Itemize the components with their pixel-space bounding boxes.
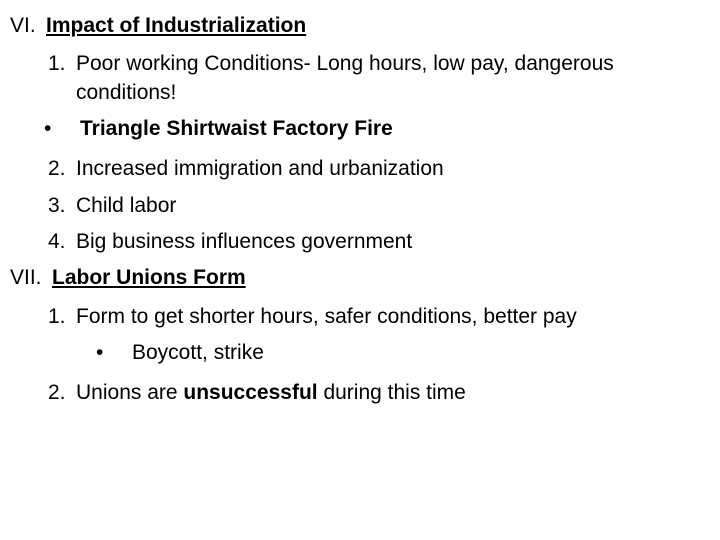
list-item: 1. Form to get shorter hours, safer cond… — [48, 303, 710, 331]
roman-numeral: VI. — [10, 12, 46, 40]
text-part-bold: unsuccessful — [183, 381, 317, 404]
section-title: Impact of Industrialization — [46, 12, 306, 40]
item-number: 1. — [48, 303, 76, 331]
bullet-dot-icon: • — [96, 339, 132, 367]
list-item: 2. Unions are unsuccessful during this t… — [48, 379, 710, 407]
list-item: 3. Child labor — [48, 192, 710, 220]
slide: VI. Impact of Industrialization 1. Poor … — [0, 0, 720, 540]
item-number: 4. — [48, 228, 76, 256]
sub-bullet-text: Boycott, strike — [132, 339, 264, 367]
section-heading: VI. Impact of Industrialization — [10, 12, 710, 40]
section-title: Labor Unions Form — [52, 264, 246, 292]
item-text: Big business influences government — [76, 228, 412, 256]
bullet-dot-icon: • — [44, 115, 80, 143]
item-number: 2. — [48, 379, 76, 407]
item-text: Unions are unsuccessful during this time — [76, 379, 466, 407]
item-number: 3. — [48, 192, 76, 220]
sub-bullet-text: Triangle Shirtwaist Factory Fire — [80, 115, 393, 143]
item-text: Child labor — [76, 192, 176, 220]
sub-bullet: • Triangle Shirtwaist Factory Fire — [44, 115, 710, 143]
roman-numeral: VII. — [10, 264, 52, 292]
text-part: Unions are — [76, 381, 183, 404]
item-text: Form to get shorter hours, safer conditi… — [76, 303, 577, 331]
text-part: during this time — [318, 381, 466, 404]
item-number: 2. — [48, 155, 76, 183]
list-item: 1. Poor working Conditions- Long hours, … — [48, 50, 710, 107]
item-text: Poor working Conditions- Long hours, low… — [76, 50, 710, 107]
list-item: 2. Increased immigration and urbanizatio… — [48, 155, 710, 183]
section-heading: VII. Labor Unions Form — [10, 264, 710, 292]
sub-bullet: • Boycott, strike — [96, 339, 710, 367]
item-text: Increased immigration and urbanization — [76, 155, 444, 183]
list-item: 4. Big business influences government — [48, 228, 710, 256]
item-number: 1. — [48, 50, 76, 107]
